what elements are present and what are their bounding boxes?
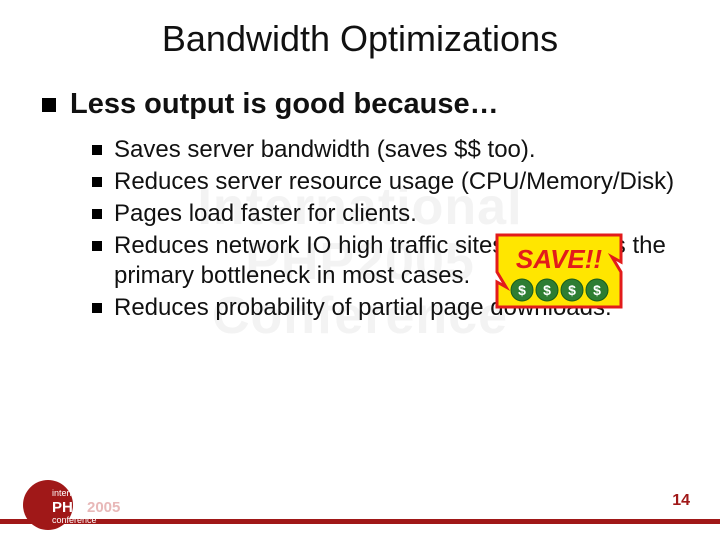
page-number: 14 xyxy=(672,492,690,510)
footer: international PHP 2005 conference 14 xyxy=(0,480,720,540)
bullet-square-icon xyxy=(92,209,102,219)
logo-line2a: PHP xyxy=(52,499,83,516)
sub-bullet-text: Saves server bandwidth (saves $$ too). xyxy=(114,135,536,165)
svg-text:$: $ xyxy=(568,282,576,298)
bullet-square-icon xyxy=(92,177,102,187)
coin-icon: $ xyxy=(561,279,583,301)
logo-line1: international xyxy=(52,488,101,498)
slide-title: Bandwidth Optimizations xyxy=(0,0,720,88)
coin-icon: $ xyxy=(511,279,533,301)
bullet-square-icon xyxy=(42,98,56,112)
list-item: Reduces server resource usage (CPU/Memor… xyxy=(92,167,680,197)
logo-line2b: 2005 xyxy=(87,499,120,516)
save-label: SAVE!! xyxy=(516,244,603,274)
coin-icon: $ xyxy=(536,279,558,301)
main-bullet: Less output is good because… xyxy=(0,88,720,121)
bullet-square-icon xyxy=(92,303,102,313)
slide: Bandwidth Optimizations Less output is g… xyxy=(0,0,720,540)
list-item: Saves server bandwidth (saves $$ too). xyxy=(92,135,680,165)
sub-bullet-text: Pages load faster for clients. xyxy=(114,199,417,229)
save-graphic: SAVE!! $ $ $ $ xyxy=(494,232,624,310)
svg-text:$: $ xyxy=(543,282,551,298)
bullet-square-icon xyxy=(92,145,102,155)
svg-text:$: $ xyxy=(518,282,526,298)
conference-logo: international PHP 2005 conference xyxy=(22,479,142,536)
svg-text:$: $ xyxy=(593,282,601,298)
main-bullet-text: Less output is good because… xyxy=(70,88,499,121)
bullet-square-icon xyxy=(92,241,102,251)
logo-line3: conference xyxy=(52,515,97,525)
list-item: Pages load faster for clients. xyxy=(92,199,680,229)
sub-bullet-text: Reduces server resource usage (CPU/Memor… xyxy=(114,167,674,197)
coin-icon: $ xyxy=(586,279,608,301)
